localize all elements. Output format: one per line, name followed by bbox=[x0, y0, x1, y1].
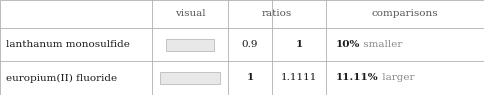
Bar bbox=[160, 72, 220, 84]
Text: lanthanum monosulfide: lanthanum monosulfide bbox=[6, 40, 130, 49]
Text: 0.9: 0.9 bbox=[242, 40, 258, 49]
Bar bbox=[166, 38, 214, 51]
Text: 10%: 10% bbox=[336, 40, 361, 49]
Text: ratios: ratios bbox=[262, 10, 292, 19]
Text: europium(II) fluoride: europium(II) fluoride bbox=[6, 73, 117, 83]
Text: 1: 1 bbox=[246, 74, 254, 82]
Text: smaller: smaller bbox=[361, 40, 403, 49]
Text: 1.1111: 1.1111 bbox=[281, 74, 317, 82]
Text: 11.11%: 11.11% bbox=[336, 74, 378, 82]
Text: 1: 1 bbox=[295, 40, 302, 49]
Text: larger: larger bbox=[378, 74, 414, 82]
Text: visual: visual bbox=[175, 10, 205, 19]
Text: comparisons: comparisons bbox=[372, 10, 439, 19]
